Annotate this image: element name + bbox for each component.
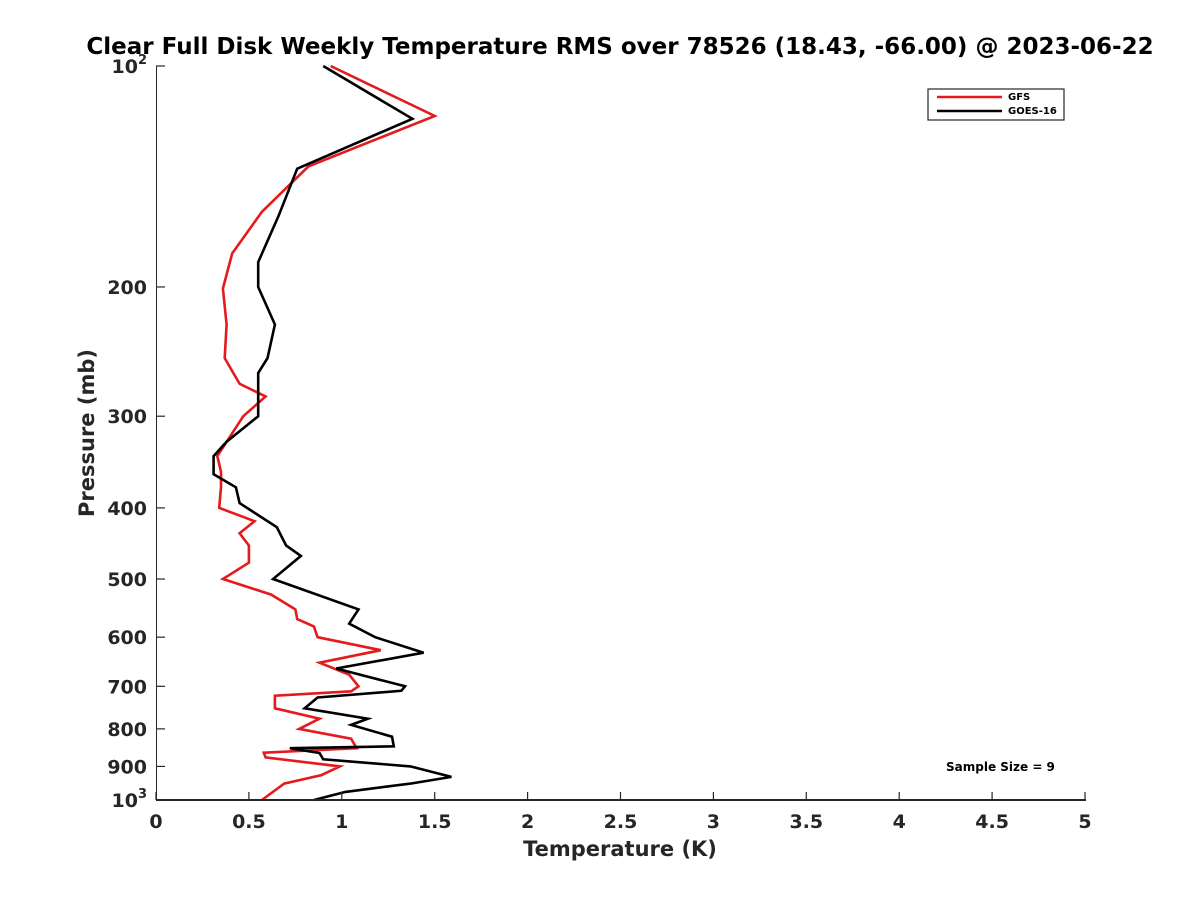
x-tick-label: 2 xyxy=(521,811,534,833)
sample-size-annotation: Sample Size = 9 xyxy=(946,760,1055,774)
y-axis-label: Pressure (mb) xyxy=(75,349,99,517)
y-tick-label: 200 xyxy=(107,277,147,299)
y-tick-label: 500 xyxy=(107,569,147,591)
x-tick-label: 3 xyxy=(707,811,720,833)
x-tick-label: 4 xyxy=(893,811,906,833)
y-tick-label: 800 xyxy=(107,719,147,741)
legend-label-goes-16: GOES-16 xyxy=(1008,106,1057,117)
y-tick-label: 400 xyxy=(107,498,147,520)
x-tick-label: 4.5 xyxy=(975,811,1009,833)
y-tick-label: 103 xyxy=(112,787,148,812)
y-tick-label: 300 xyxy=(107,406,147,428)
x-axis-label: Temperature (K) xyxy=(523,837,717,861)
y-tick-label: 102 xyxy=(112,53,148,78)
chart-title: Clear Full Disk Weekly Temperature RMS o… xyxy=(86,34,1153,60)
series-line-gfs xyxy=(215,64,438,802)
y-tick-label: 700 xyxy=(107,676,147,698)
legend-label-gfs: GFS xyxy=(1008,92,1030,103)
x-tick-label: 0 xyxy=(149,811,162,833)
x-tick-label: 1.5 xyxy=(418,811,452,833)
x-tick-label: 1 xyxy=(335,811,348,833)
legend: GFS GOES-16 xyxy=(927,88,1065,121)
x-tick-label: 3.5 xyxy=(789,811,823,833)
series-line-goes-16 xyxy=(212,64,452,802)
x-tick-label: 5 xyxy=(1078,811,1091,833)
y-tick-label: 900 xyxy=(107,756,147,778)
series-layer xyxy=(212,64,452,802)
y-axis: 102 200 300 400 500 600 700 800 900 103 xyxy=(107,53,165,812)
plot-area-left-axis-line xyxy=(156,66,157,800)
legend-box xyxy=(927,88,1065,121)
x-tick-label: 2.5 xyxy=(604,811,638,833)
x-tick-label: 0.5 xyxy=(232,811,266,833)
x-axis: 0 0.5 1 1.5 2 2.5 3 3.5 4 4.5 5 xyxy=(149,792,1092,833)
y-tick-label: 600 xyxy=(107,627,147,649)
